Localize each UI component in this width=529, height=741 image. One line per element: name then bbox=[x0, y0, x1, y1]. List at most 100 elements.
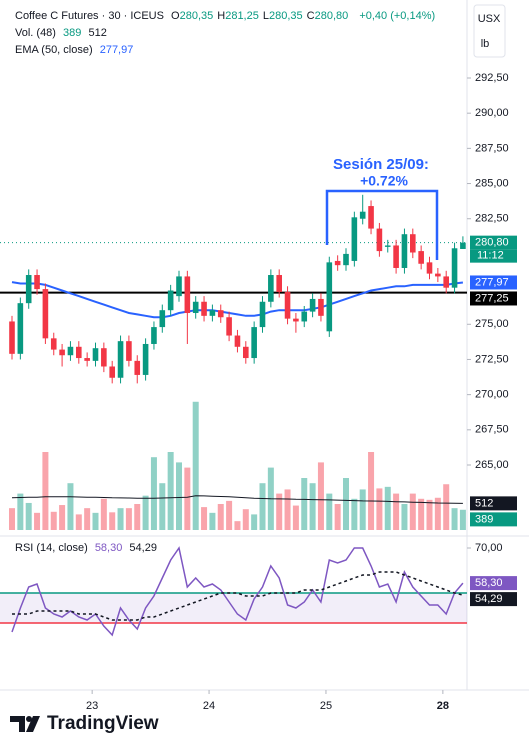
unit-label: lb bbox=[481, 38, 490, 50]
volume-bar bbox=[351, 498, 358, 530]
hline-label-box bbox=[470, 291, 517, 306]
ema-label: 277,97 bbox=[475, 276, 509, 288]
plot-area bbox=[0, 194, 467, 637]
candle-body bbox=[25, 275, 32, 304]
legend-row: RSI (14, close) 58,30 54,29 bbox=[15, 542, 161, 554]
volume-bar bbox=[426, 499, 433, 530]
volume-bar bbox=[192, 401, 199, 530]
candle-body bbox=[9, 321, 15, 354]
candle-body bbox=[301, 311, 308, 322]
candle-body bbox=[401, 234, 408, 268]
volume-bar bbox=[67, 483, 74, 530]
candle-body bbox=[376, 228, 383, 252]
ema-line bbox=[11, 281, 464, 319]
volume-bar bbox=[242, 509, 249, 530]
volume-bar bbox=[75, 514, 82, 530]
ohlc-value: 280,35 bbox=[268, 10, 303, 22]
candle-body bbox=[318, 298, 324, 316]
volume-bar bbox=[42, 452, 49, 530]
indicator-value: 54,29 bbox=[129, 542, 157, 554]
legend-row: Vol. (48) 389 512 bbox=[15, 27, 111, 39]
volume-bar bbox=[34, 512, 41, 530]
volume-bar bbox=[226, 500, 233, 530]
indicator-name: EMA (50, close) bbox=[15, 44, 93, 56]
volume-bar bbox=[50, 511, 57, 530]
candle-body bbox=[410, 234, 416, 253]
countdown: 11:12 bbox=[477, 250, 504, 262]
candle-body bbox=[184, 276, 191, 314]
volume-bar bbox=[393, 493, 400, 530]
candle-body bbox=[326, 262, 333, 332]
countdown-box bbox=[470, 249, 517, 263]
candle-body bbox=[460, 242, 466, 249]
ohlc-prefix: O bbox=[171, 10, 180, 22]
candle-body bbox=[384, 245, 391, 247]
candle-body bbox=[134, 360, 141, 375]
volume-bar bbox=[142, 495, 149, 530]
unit-label: USX bbox=[478, 13, 501, 25]
rsi-line bbox=[11, 546, 464, 637]
candle-body bbox=[259, 301, 266, 328]
rsi-label: 58,30 bbox=[475, 577, 503, 589]
ohlc-prefix: L bbox=[262, 10, 269, 22]
indicator-value: 277,97 bbox=[99, 44, 134, 56]
volume-bar bbox=[359, 489, 366, 530]
y-tick-label: 285,00 bbox=[475, 177, 509, 189]
session-bracket bbox=[325, 189, 439, 260]
hline-label: 277,25 bbox=[475, 292, 509, 304]
candle-body bbox=[309, 298, 316, 312]
y-tick-label: 265,00 bbox=[475, 459, 509, 471]
volume-bar bbox=[234, 521, 241, 530]
y-tick-label: 290,00 bbox=[475, 107, 509, 119]
annotation: Sesión 25/09: +0.72% bbox=[325, 156, 439, 260]
candle-body bbox=[176, 276, 182, 297]
candle-body bbox=[34, 275, 40, 290]
candle-body bbox=[42, 289, 49, 339]
volume-ma-label: 512 bbox=[475, 497, 493, 509]
candle-body bbox=[243, 346, 249, 359]
volume-bar bbox=[100, 498, 107, 530]
last-price-label-box bbox=[470, 235, 517, 250]
volume-bar bbox=[326, 493, 333, 530]
volume-bar bbox=[401, 504, 408, 530]
candle-body bbox=[101, 348, 107, 367]
legend-row: EMA (50, close) 277,97 bbox=[15, 44, 137, 56]
volume-bar bbox=[117, 508, 124, 530]
indicator-name: Vol. (48) bbox=[15, 27, 56, 39]
x-tick-label: 28 bbox=[437, 700, 449, 712]
y-tick-label: 292,50 bbox=[475, 72, 509, 84]
rsi-label-box bbox=[470, 576, 517, 591]
candle-body bbox=[334, 260, 341, 266]
annotation-text: +0.72% bbox=[360, 173, 408, 189]
candle-body bbox=[268, 275, 274, 302]
volume-bar bbox=[309, 483, 316, 530]
rsi-ma-label-box bbox=[470, 592, 517, 607]
volume-bar bbox=[159, 483, 166, 530]
candle-body bbox=[343, 253, 349, 266]
candle-body bbox=[76, 346, 82, 359]
volume-bar bbox=[343, 478, 349, 530]
candle-body bbox=[17, 303, 24, 354]
y-tick-label: 270,00 bbox=[475, 389, 509, 401]
volume-bar bbox=[284, 489, 291, 530]
ema-label-box bbox=[470, 275, 517, 290]
volume-label: 389 bbox=[475, 513, 493, 525]
candle-body bbox=[451, 248, 458, 288]
candle-body bbox=[284, 291, 291, 319]
candle-body bbox=[92, 348, 99, 361]
volume-bar bbox=[176, 462, 182, 530]
unit-box[interactable] bbox=[473, 4, 506, 58]
y-tick-label: 275,00 bbox=[475, 318, 509, 330]
volume-bar bbox=[9, 508, 15, 530]
volume-bar bbox=[209, 512, 216, 530]
candle-body bbox=[50, 338, 57, 350]
volume-bar bbox=[451, 508, 458, 530]
rsi-ma-label: 54,29 bbox=[475, 593, 503, 605]
ohlc-value: 280,80 bbox=[314, 10, 349, 22]
volume-bar bbox=[368, 452, 375, 530]
candle-body bbox=[426, 262, 433, 274]
candle-body bbox=[84, 358, 90, 361]
annotation-text: Sesión 25/09: bbox=[333, 156, 429, 173]
volume-ma-label-box bbox=[470, 496, 517, 511]
volume-bar bbox=[59, 505, 66, 530]
